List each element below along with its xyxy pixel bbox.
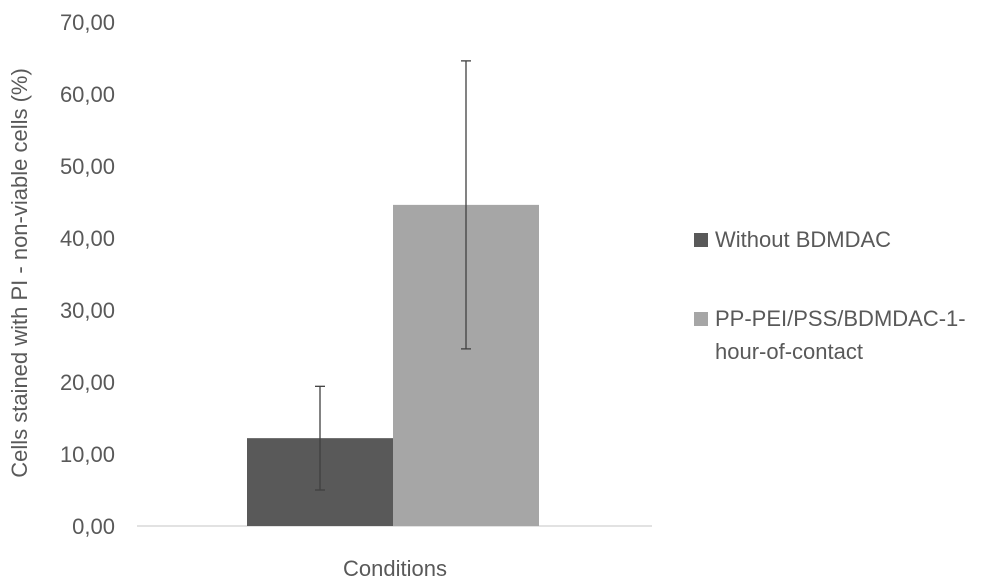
legend-label: hour-of-contact [715,339,863,364]
y-tick-label: 30,00 [60,298,115,323]
y-axis-title: Cells stained with PI - non-viable cells… [7,68,32,478]
legend-label: Without BDMDAC [715,227,891,252]
y-tick-label: 40,00 [60,226,115,251]
y-tick-label: 0,00 [72,514,115,539]
legend-label: PP-PEI/PSS/BDMDAC-1- [715,306,966,331]
error-bar-2 [461,60,471,350]
legend-swatch [694,233,708,247]
bars [247,204,539,526]
y-tick-label: 20,00 [60,370,115,395]
y-axis-ticks: 0,00 10,00 20,00 30,00 40,00 50,00 60,00 70,00 [60,10,115,539]
y-tick-label: 50,00 [60,154,115,179]
legend-item-1: Without BDMDAC [694,227,891,252]
legend-item-2: PP-PEI/PSS/BDMDAC-1- hour-of-contact [694,306,966,364]
error-bar-1 [315,385,325,491]
error-bars [315,60,471,491]
legend: Without BDMDAC PP-PEI/PSS/BDMDAC-1- hour-o… [694,227,966,364]
y-tick-label: 10,00 [60,442,115,467]
legend-swatch [694,312,708,326]
y-tick-label: 60,00 [60,82,115,107]
y-tick-label: 70,00 [60,10,115,35]
x-axis-title: Conditions [343,556,447,581]
